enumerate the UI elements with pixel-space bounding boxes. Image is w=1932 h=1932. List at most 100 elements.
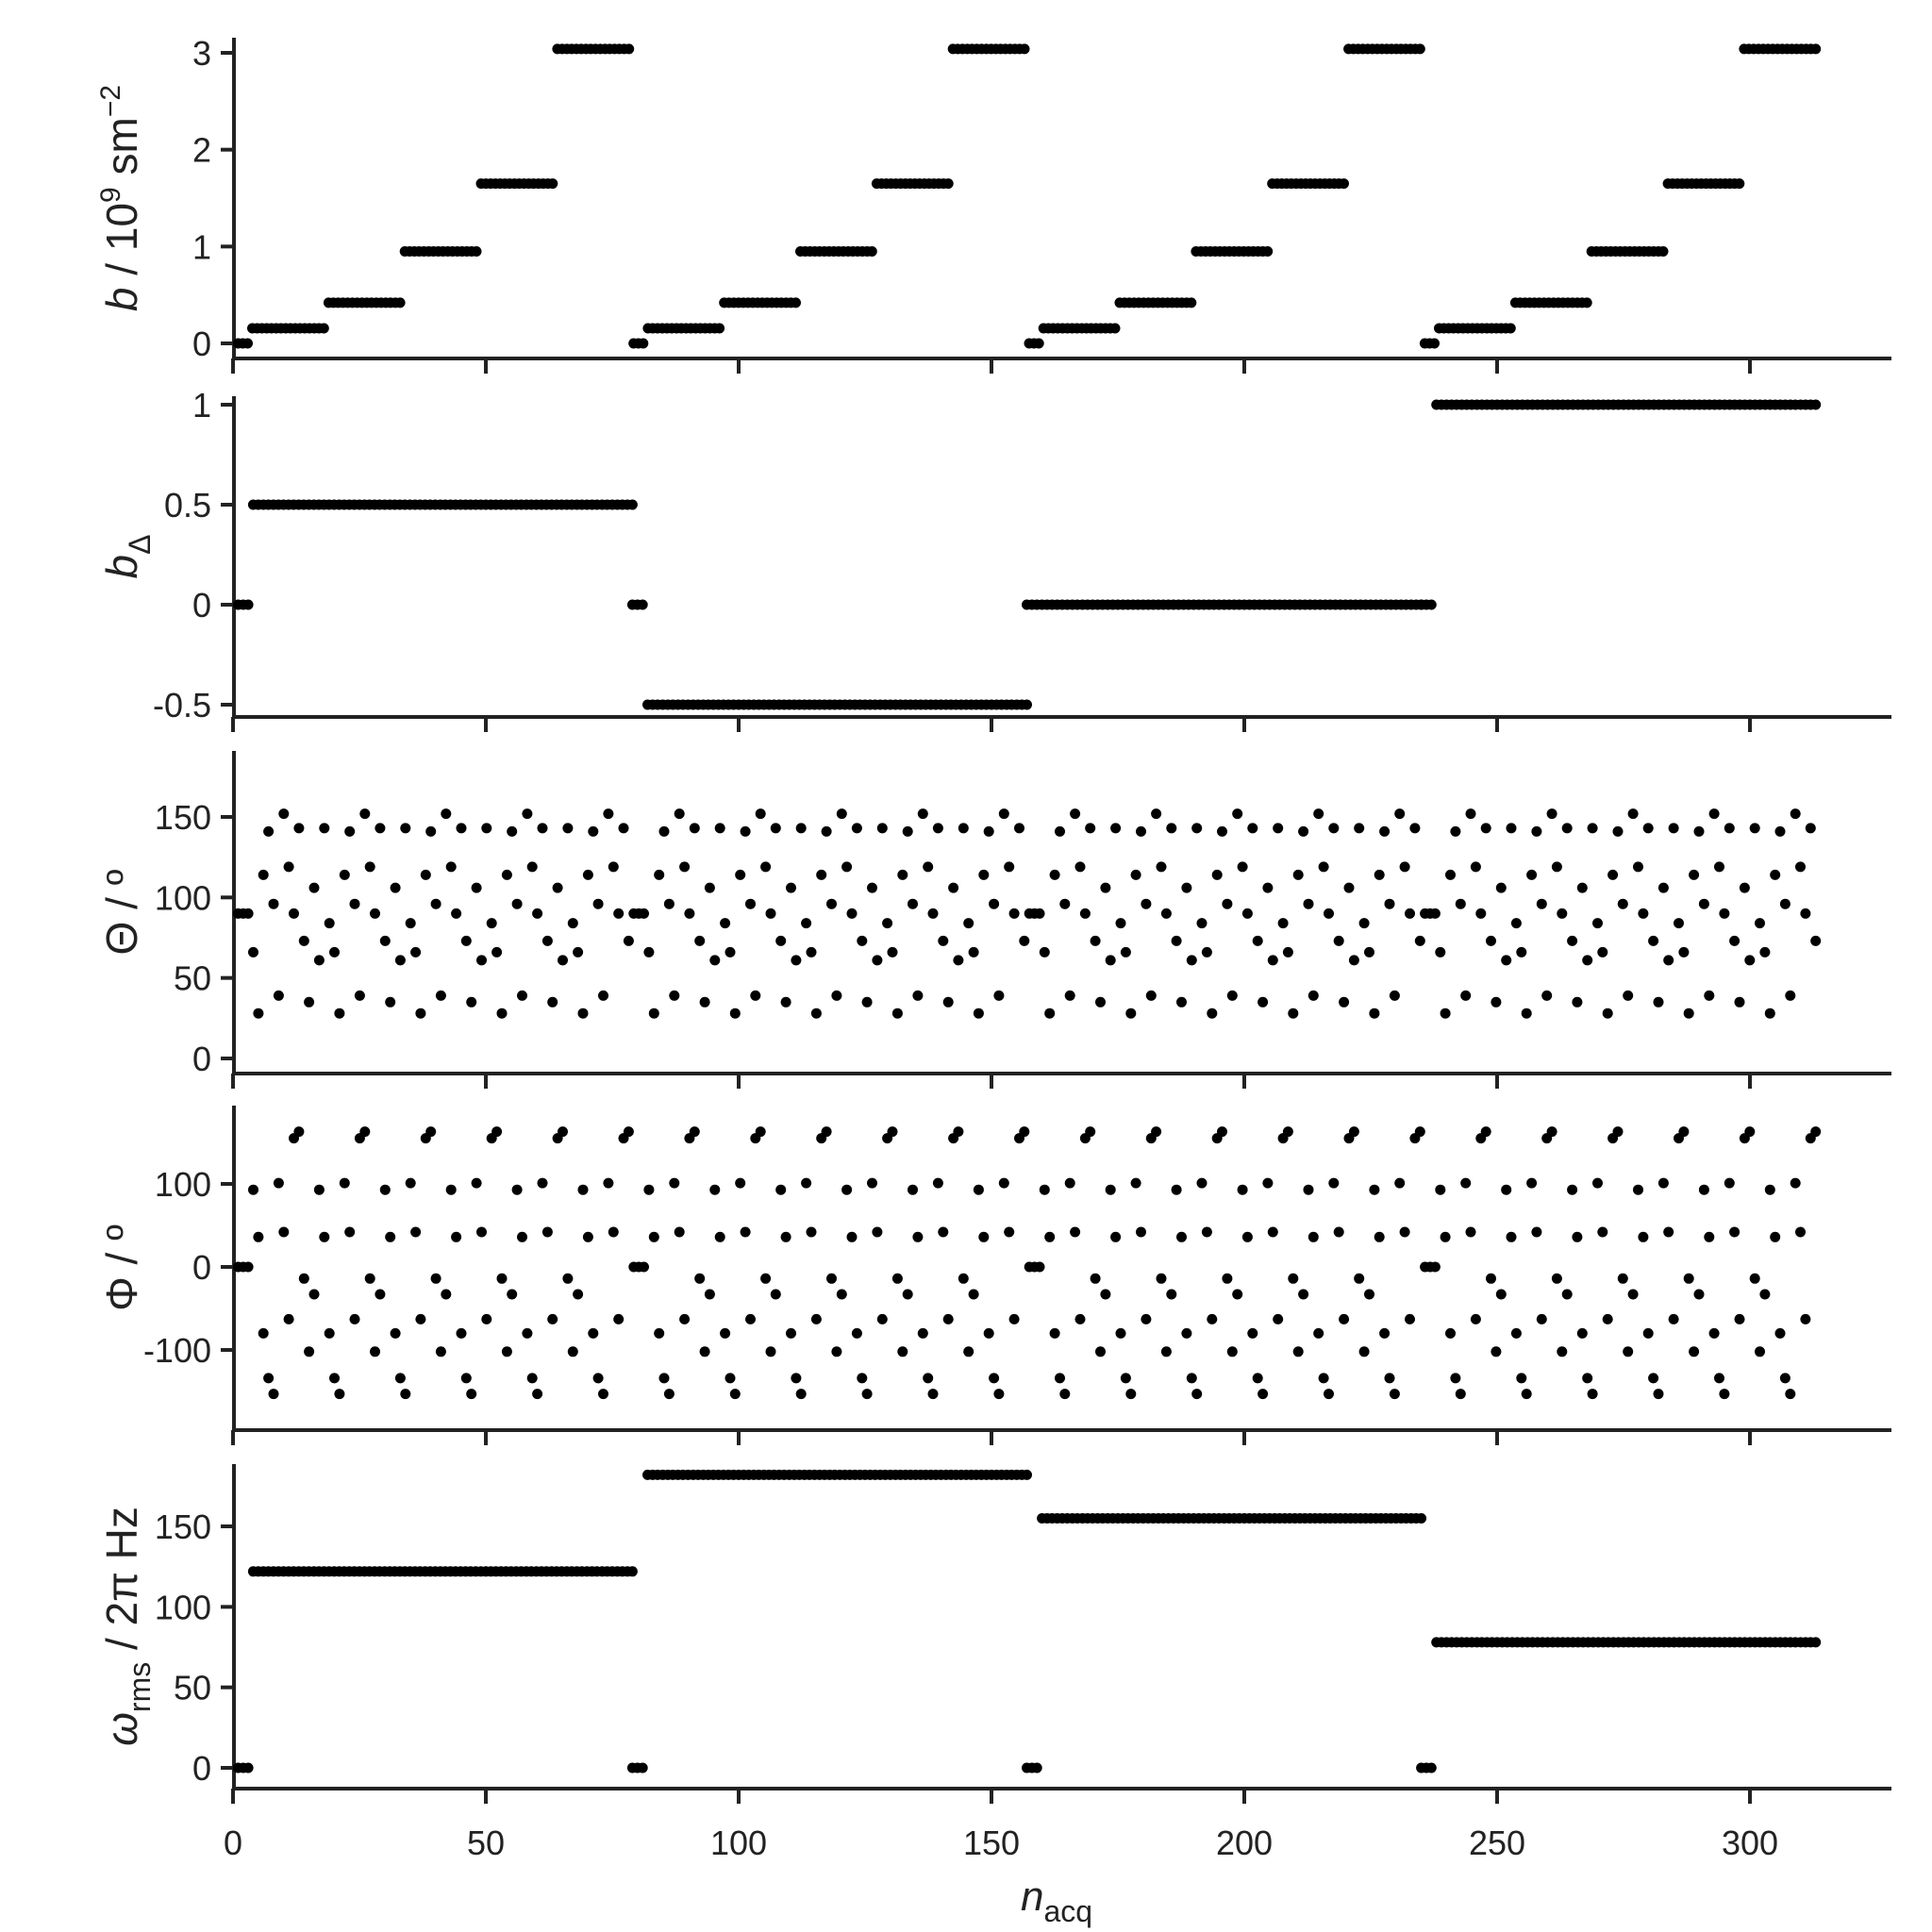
data-point (1734, 996, 1745, 1008)
data-point (1141, 898, 1152, 909)
x-tick-label: 250 (1469, 1824, 1525, 1862)
data-point (329, 1373, 340, 1384)
data-points (232, 399, 1822, 710)
data-point (1374, 1231, 1385, 1242)
data-point (304, 1346, 315, 1357)
data-point (1501, 955, 1512, 966)
data-point (1623, 1346, 1634, 1357)
data-point (451, 1231, 462, 1242)
data-point (897, 869, 908, 880)
data-point (375, 1289, 386, 1300)
data-point (786, 882, 796, 893)
data-point (242, 1762, 254, 1774)
data-point (1257, 996, 1269, 1008)
data-point (242, 1261, 254, 1273)
data-point (1657, 1177, 1669, 1189)
data-point (912, 990, 924, 1001)
data-point (1186, 297, 1197, 308)
data-point (1617, 898, 1628, 909)
data-point (1455, 898, 1466, 909)
data-point (1744, 1126, 1756, 1138)
data-point (942, 178, 954, 190)
data-point (1674, 918, 1684, 929)
data-point (1022, 1469, 1032, 1480)
data-point (1074, 861, 1086, 873)
data-point (573, 946, 584, 958)
data-point (359, 808, 371, 820)
data-point (588, 825, 599, 837)
y-tick-label: 0 (192, 586, 211, 625)
data-point (1592, 918, 1603, 929)
data-point (253, 1231, 264, 1242)
data-point (679, 1313, 691, 1324)
data-point (1033, 338, 1044, 349)
data-point (1130, 869, 1141, 880)
data-point (1369, 1184, 1380, 1195)
data-point (471, 246, 482, 257)
data-point (1090, 1273, 1101, 1284)
data-point (908, 1184, 918, 1195)
data-point (626, 1566, 638, 1577)
data-point (1095, 996, 1106, 1008)
data-point (989, 1373, 1000, 1384)
data-point (958, 1273, 969, 1284)
data-point (694, 1273, 706, 1284)
data-point (1505, 323, 1516, 334)
data-point (1779, 1373, 1790, 1384)
data-point (993, 990, 1005, 1001)
data-point (1282, 1126, 1293, 1138)
data-point (430, 898, 441, 909)
data-point (1059, 898, 1071, 909)
data-point (704, 1289, 715, 1300)
data-point (654, 869, 665, 880)
data-point (887, 946, 898, 958)
data-point (1779, 898, 1790, 909)
data-point (364, 861, 375, 873)
data-point (1288, 1008, 1299, 1019)
data-point (669, 990, 680, 1001)
data-point (278, 808, 290, 820)
data-point (283, 861, 294, 873)
data-point (836, 808, 847, 820)
data-point (1657, 882, 1669, 893)
data-point (258, 869, 269, 880)
data-point (425, 1126, 437, 1138)
data-point (882, 918, 893, 929)
data-point (663, 1389, 675, 1400)
data-point (1186, 1373, 1197, 1384)
data-points (232, 808, 1822, 1019)
data-point (1389, 990, 1400, 1001)
data-point (1100, 1289, 1111, 1300)
data-point (1425, 1762, 1437, 1774)
data-point (927, 908, 939, 919)
y-tick-label: 0 (192, 325, 211, 363)
data-point (973, 1008, 984, 1019)
data-point (1581, 297, 1592, 308)
data-point (902, 825, 913, 837)
data-point (486, 918, 497, 929)
data-point (1201, 1226, 1212, 1238)
data-point (517, 1231, 527, 1242)
data-point (1810, 399, 1822, 410)
data-point (720, 918, 731, 929)
data-point (1217, 1126, 1227, 1138)
data-point (1364, 946, 1374, 958)
data-point (1465, 808, 1476, 820)
data-point (298, 1273, 309, 1284)
data-point (1470, 1313, 1481, 1324)
data-point (471, 1177, 482, 1189)
data-point (867, 1177, 877, 1189)
data-point (694, 935, 706, 946)
data-point (1764, 1008, 1775, 1019)
data-point (709, 1184, 721, 1195)
data-point (1181, 882, 1192, 893)
data-points (232, 1469, 1822, 1774)
data-point (1724, 1177, 1735, 1189)
y-tick-label: 0 (192, 1749, 211, 1788)
data-point (1764, 1184, 1775, 1195)
data-point (1226, 990, 1238, 1001)
data-point (1405, 908, 1415, 919)
data-point (410, 946, 422, 958)
data-point (1663, 955, 1674, 966)
